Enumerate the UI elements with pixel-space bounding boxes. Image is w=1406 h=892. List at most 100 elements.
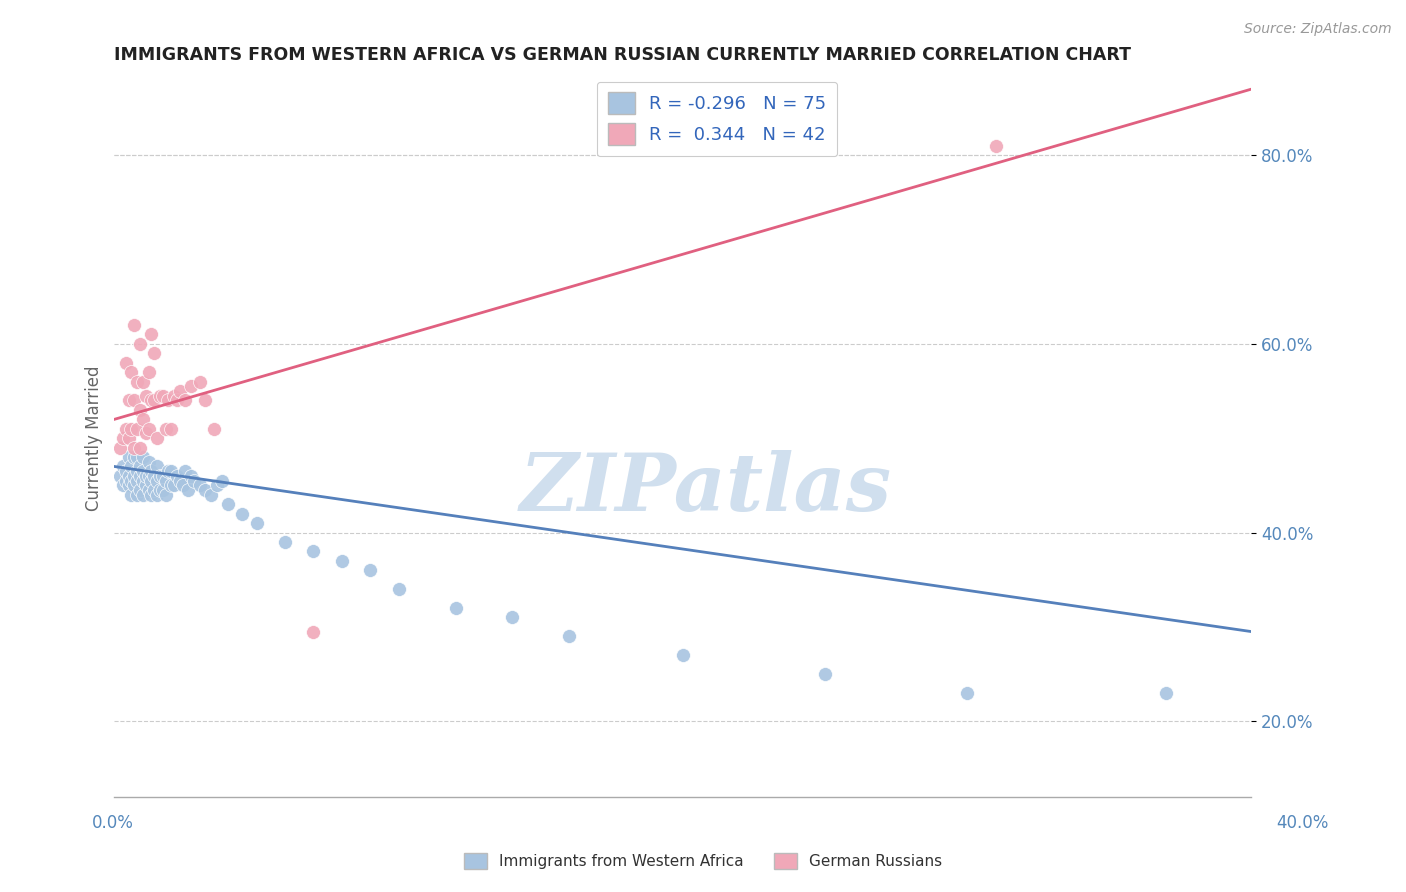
Point [152, 483, 174, 497]
Text: 40.0%: 40.0% [1277, 814, 1329, 831]
Text: IMMIGRANTS FROM WESTERN AFRICA VS GERMAN RUSSIAN CURRENTLY MARRIED CORRELATION C: IMMIGRANTS FROM WESTERN AFRICA VS GERMAN… [114, 46, 1132, 64]
Point [169, 474, 191, 488]
Point [245, 516, 267, 530]
Point [330, 554, 353, 568]
Point [188, 478, 211, 492]
Y-axis label: Currently Married: Currently Married [86, 366, 103, 511]
Point [141, 393, 163, 408]
Point [124, 318, 146, 332]
Point [127, 375, 149, 389]
Point [117, 469, 139, 483]
Point [174, 464, 197, 478]
Point [143, 469, 166, 483]
Point [217, 497, 239, 511]
Point [155, 422, 177, 436]
Point [132, 412, 155, 426]
Point [121, 365, 143, 379]
Text: ZIPatlas: ZIPatlas [520, 450, 891, 527]
Point [117, 393, 139, 408]
Point [124, 441, 146, 455]
Point [814, 667, 837, 681]
Point [174, 393, 197, 408]
Point [166, 393, 188, 408]
Point [135, 426, 157, 441]
Point [111, 431, 134, 445]
Point [1154, 686, 1177, 700]
Point [194, 393, 217, 408]
Point [180, 379, 202, 393]
Point [114, 464, 136, 478]
Point [146, 488, 169, 502]
Point [117, 450, 139, 464]
Point [129, 459, 152, 474]
Point [138, 455, 160, 469]
Legend: Immigrants from Western Africa, German Russians: Immigrants from Western Africa, German R… [457, 847, 949, 875]
Point [129, 403, 152, 417]
Point [302, 624, 325, 639]
Point [205, 478, 228, 492]
Point [166, 469, 188, 483]
Point [177, 483, 200, 497]
Point [121, 488, 143, 502]
Point [138, 422, 160, 436]
Point [141, 464, 163, 478]
Point [132, 450, 155, 464]
Point [127, 488, 149, 502]
Point [211, 474, 233, 488]
Point [143, 393, 166, 408]
Point [172, 478, 194, 492]
Point [274, 535, 297, 549]
Point [127, 474, 149, 488]
Point [135, 389, 157, 403]
Point [108, 441, 131, 455]
Point [129, 336, 152, 351]
Point [135, 478, 157, 492]
Point [146, 459, 169, 474]
Point [231, 507, 253, 521]
Point [302, 544, 325, 558]
Point [143, 346, 166, 360]
Point [169, 384, 191, 398]
Point [388, 582, 411, 596]
Point [183, 474, 205, 488]
Point [138, 365, 160, 379]
Point [121, 422, 143, 436]
Point [155, 488, 177, 502]
Point [146, 431, 169, 445]
Point [132, 375, 155, 389]
Point [157, 393, 180, 408]
Text: Source: ZipAtlas.com: Source: ZipAtlas.com [1244, 22, 1392, 37]
Point [108, 469, 131, 483]
Point [160, 422, 183, 436]
Point [202, 422, 225, 436]
Point [984, 138, 1007, 153]
Point [149, 483, 172, 497]
Point [127, 450, 149, 464]
Point [129, 483, 152, 497]
Point [143, 483, 166, 497]
Point [163, 389, 186, 403]
Point [194, 483, 217, 497]
Point [141, 488, 163, 502]
Point [501, 610, 523, 624]
Point [132, 488, 155, 502]
Point [672, 648, 695, 663]
Point [129, 441, 152, 455]
Point [152, 389, 174, 403]
Point [180, 469, 202, 483]
Point [138, 483, 160, 497]
Point [359, 563, 381, 577]
Point [160, 464, 183, 478]
Point [141, 474, 163, 488]
Point [188, 375, 211, 389]
Point [121, 474, 143, 488]
Point [163, 478, 186, 492]
Point [956, 686, 979, 700]
Point [114, 356, 136, 370]
Point [114, 474, 136, 488]
Point [138, 469, 160, 483]
Point [160, 478, 183, 492]
Point [132, 464, 155, 478]
Point [149, 469, 172, 483]
Point [155, 474, 177, 488]
